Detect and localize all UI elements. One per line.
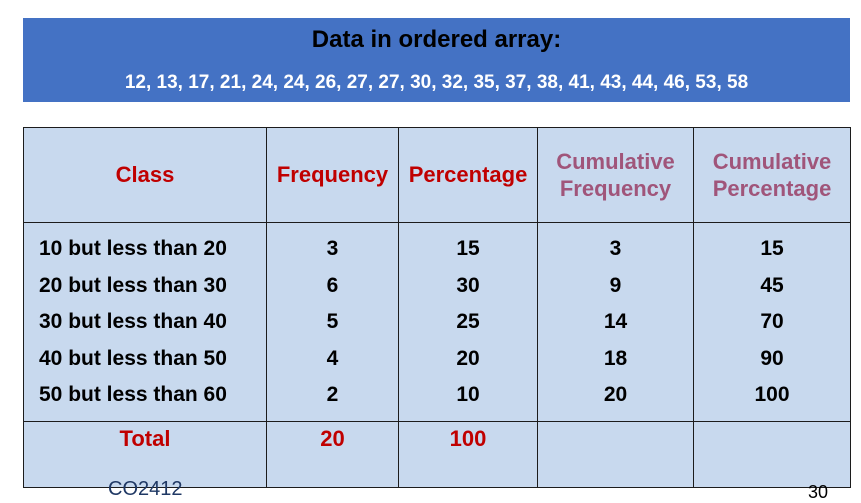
frequency-cell: 5 bbox=[326, 310, 339, 333]
total-cumulative-frequency bbox=[537, 421, 694, 488]
frequency-column: 3 6 5 4 2 bbox=[266, 222, 399, 422]
slide-number: 30 bbox=[808, 482, 829, 502]
table-total-row: Total 20 100 bbox=[23, 421, 851, 488]
course-code: CO2412 bbox=[108, 478, 183, 500]
cumulative-percentage-cell: 45 bbox=[760, 273, 784, 297]
ordered-array-values: 12, 13, 17, 21, 24, 24, 26, 27, 27, 30, … bbox=[124, 72, 749, 93]
percentage-cell: 15 bbox=[456, 237, 480, 260]
percentage-cell: 10 bbox=[456, 383, 480, 406]
frequency-cell: 2 bbox=[326, 383, 339, 406]
frequency-table: Class Frequency Percentage Cumulative Fr… bbox=[23, 127, 851, 488]
total-cumulative-percentage bbox=[693, 421, 851, 488]
class-cell: 40 but less than 50 bbox=[39, 346, 227, 370]
percentage-column: 15 30 25 20 10 bbox=[398, 222, 538, 422]
percentage-cell: 20 bbox=[456, 346, 480, 370]
total-frequency: 20 bbox=[266, 421, 399, 488]
cumulative-frequency-cell: 18 bbox=[603, 346, 628, 370]
header-class: Class bbox=[23, 127, 267, 223]
header-cum-pct-line2: Percentage bbox=[712, 176, 832, 201]
header-percentage: Percentage bbox=[398, 127, 538, 223]
cumulative-percentage-cell: 70 bbox=[760, 310, 784, 333]
cumulative-frequency-cell: 3 bbox=[609, 237, 622, 260]
class-cell: 50 but less than 60 bbox=[39, 383, 227, 406]
cumulative-frequency-cell: 9 bbox=[609, 273, 622, 297]
table-header-row: Class Frequency Percentage Cumulative Fr… bbox=[23, 127, 851, 223]
cumulative-frequency-cell: 20 bbox=[603, 383, 628, 406]
total-percentage: 100 bbox=[398, 421, 538, 488]
data-banner: Data in ordered array: 12, 13, 17, 21, 2… bbox=[23, 18, 850, 102]
header-cum-freq-line2: Frequency bbox=[559, 176, 672, 201]
table-body-row: 10 but less than 20 20 but less than 30 … bbox=[23, 222, 851, 422]
cumulative-percentage-cell: 100 bbox=[754, 383, 790, 406]
header-cumulative-percentage: Cumulative Percentage bbox=[693, 127, 851, 223]
percentage-cell: 25 bbox=[456, 310, 480, 333]
header-cumulative-frequency: Cumulative Frequency bbox=[537, 127, 694, 223]
class-cell: 30 but less than 40 bbox=[39, 310, 227, 333]
total-label: Total bbox=[23, 421, 267, 488]
cumulative-frequency-cell: 14 bbox=[603, 310, 628, 333]
frequency-cell: 4 bbox=[326, 346, 339, 370]
frequency-cell: 6 bbox=[326, 273, 339, 297]
header-cum-freq-line1: Cumulative bbox=[556, 149, 675, 174]
cumulative-frequency-column: 3 9 14 18 20 bbox=[537, 222, 694, 422]
frequency-cell: 3 bbox=[326, 237, 339, 260]
cumulative-percentage-column: 15 45 70 90 100 bbox=[693, 222, 851, 422]
cumulative-percentage-cell: 15 bbox=[760, 237, 784, 260]
class-cell: 10 but less than 20 bbox=[39, 237, 227, 260]
header-cum-pct-line1: Cumulative bbox=[712, 149, 832, 174]
class-cell: 20 but less than 30 bbox=[39, 273, 227, 297]
percentage-cell: 30 bbox=[456, 273, 480, 297]
class-column: 10 but less than 20 20 but less than 30 … bbox=[23, 222, 267, 422]
header-frequency: Frequency bbox=[266, 127, 399, 223]
banner-title: Data in ordered array: bbox=[311, 26, 562, 53]
cumulative-percentage-cell: 90 bbox=[760, 346, 784, 370]
